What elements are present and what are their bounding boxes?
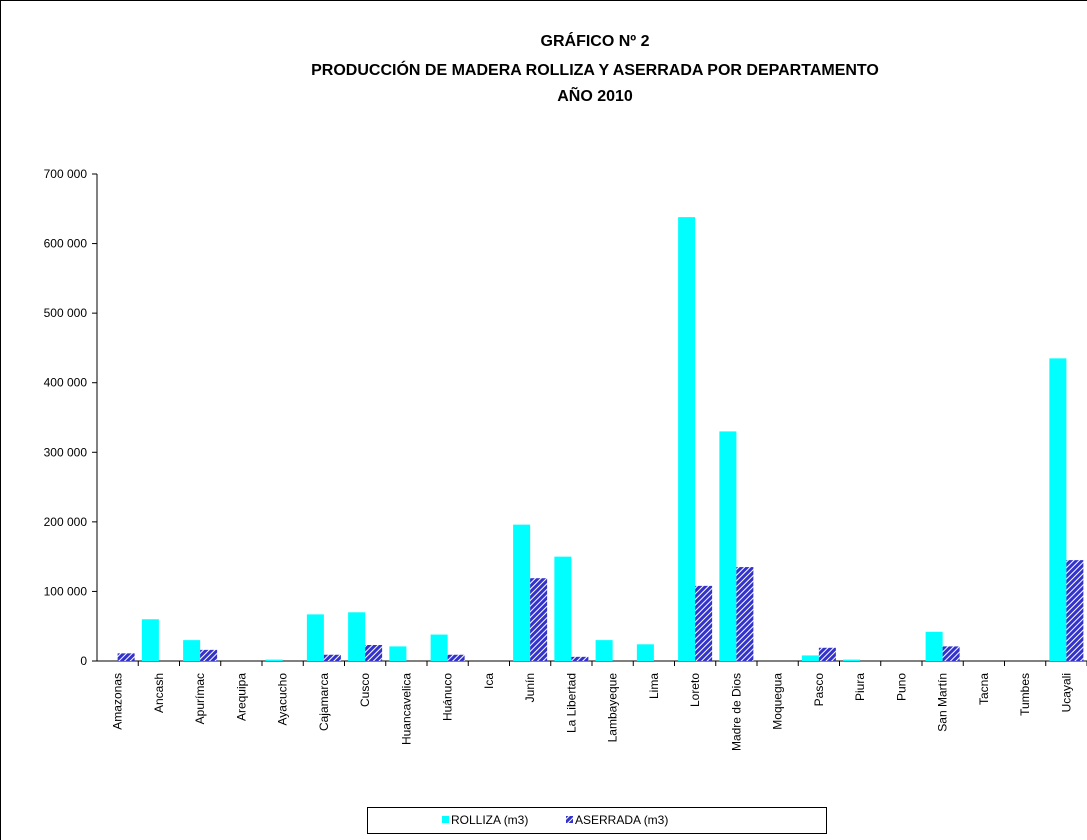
y-tick-label: 100 000 (44, 584, 88, 598)
bar (571, 656, 589, 661)
bar (117, 653, 135, 661)
bar (141, 619, 159, 661)
x-tick-label: Madre de Dios (729, 673, 743, 751)
bar (1049, 358, 1067, 661)
bar (925, 631, 943, 661)
chart-title: AÑO 2010 (557, 85, 633, 105)
y-tick-label: 400 000 (44, 376, 88, 390)
y-tick-label: 200 000 (44, 515, 88, 529)
x-tick-label: Lima (647, 673, 661, 699)
x-tick-label: Amazonas (111, 673, 125, 730)
bar (801, 655, 819, 661)
x-tick-label: Lambayeque (606, 673, 620, 743)
chart-title: GRÁFICO Nº 2 (541, 31, 650, 50)
x-tick-label: Junín (523, 673, 537, 702)
bar (430, 634, 448, 661)
x-tick-label: Apurímac (193, 673, 207, 724)
y-tick-label: 600 000 (44, 237, 88, 251)
x-tick-label: Ica (482, 673, 496, 689)
x-tick-label: Pasco (812, 673, 826, 707)
x-tick-label: Ancash (152, 673, 166, 713)
bar (636, 644, 654, 661)
x-tick-label: Puno (894, 673, 908, 701)
x-tick-label: Ayacucho (276, 673, 290, 726)
x-tick-label: Tacna (977, 673, 991, 705)
x-tick-label: Huánuco (441, 673, 455, 721)
x-tick-label: Moquegua (771, 673, 785, 730)
x-tick-label: Cajamarca (317, 673, 331, 731)
bar (348, 612, 366, 661)
x-tick-label: San Martín (936, 673, 950, 732)
bar (843, 659, 861, 661)
bar (595, 640, 613, 661)
y-tick-label: 700 000 (44, 167, 88, 181)
bar (306, 614, 324, 661)
bar (389, 646, 407, 661)
bar (265, 659, 283, 661)
bar (365, 644, 383, 661)
bar (719, 431, 737, 661)
x-tick-label: Cusco (358, 673, 372, 707)
x-tick-label: Loreto (688, 673, 702, 707)
bar (678, 217, 696, 662)
bar (1066, 560, 1084, 661)
x-tick-label: Arequipa (234, 673, 248, 721)
bar (695, 585, 713, 661)
legend-swatch (442, 816, 449, 823)
y-tick-label: 0 (80, 654, 87, 668)
legend-swatch (566, 816, 573, 823)
chart-title: PRODUCCIÓN DE MADERA ROLLIZA Y ASERRADA … (311, 60, 879, 79)
x-tick-label: Huancavelica (399, 673, 413, 745)
legend-label: ROLLIZA (m3) (451, 813, 528, 827)
bar (818, 647, 836, 661)
y-tick-label: 300 000 (44, 445, 88, 459)
bar (447, 654, 465, 661)
legend-label: ASERRADA (m3) (575, 813, 668, 827)
bar (530, 578, 548, 661)
x-tick-label: Tumbes (1018, 673, 1032, 716)
bar (183, 640, 201, 661)
bar (513, 524, 531, 661)
x-tick-label: Ucayali (1059, 673, 1073, 712)
y-tick-label: 500 000 (44, 306, 88, 320)
x-tick-label: La Libertad (564, 673, 578, 733)
bar (323, 654, 341, 661)
bar (942, 646, 960, 661)
x-tick-label: Piura (853, 673, 867, 701)
bar (200, 649, 218, 661)
bar (554, 556, 572, 661)
bar (736, 567, 754, 661)
